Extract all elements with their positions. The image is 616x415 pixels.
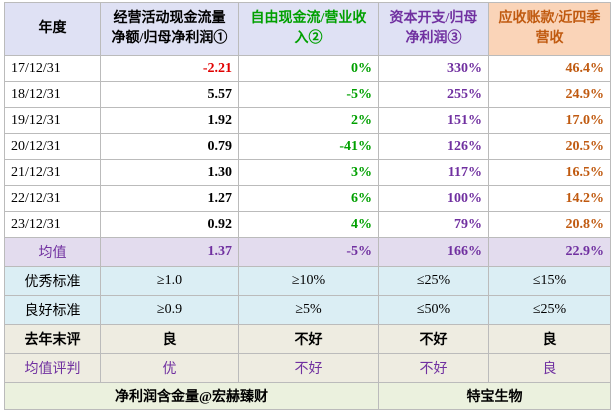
table-cell: 去年末评 bbox=[4, 324, 101, 354]
table-cell: 年度 bbox=[4, 2, 101, 56]
table-cell: 17.0% bbox=[488, 107, 611, 134]
table-cell: ≤15% bbox=[488, 266, 611, 296]
table-cell: 3% bbox=[238, 159, 379, 186]
table-row: 优秀标准 ≥1.0 ≥10% ≤25% ≤15% bbox=[4, 266, 611, 296]
table-cell: 不好 bbox=[378, 324, 489, 354]
table-cell: 良 bbox=[488, 353, 611, 383]
table-cell: 1.27 bbox=[100, 185, 239, 212]
table-cell: 0.79 bbox=[100, 133, 239, 160]
table-cell: 20.5% bbox=[488, 133, 611, 160]
table-cell: 21/12/31 bbox=[4, 159, 101, 186]
table-cell: 19/12/31 bbox=[4, 107, 101, 134]
table-cell: 资本开支/归母净利润③ bbox=[378, 2, 489, 56]
table-cell: 330% bbox=[378, 55, 489, 82]
table-cell: ≥5% bbox=[238, 295, 379, 325]
table-cell: 16.5% bbox=[488, 159, 611, 186]
table-row: 21/12/31 1.30 3% 117% 16.5% bbox=[4, 159, 611, 186]
table-cell: 特宝生物 bbox=[378, 382, 611, 410]
table-cell: 优 bbox=[100, 353, 239, 383]
table-cell: ≥0.9 bbox=[100, 295, 239, 325]
table-cell: 255% bbox=[378, 81, 489, 108]
table-cell: 均值 bbox=[4, 237, 101, 267]
table-cell: 经营活动现金流量净额/归母净利润① bbox=[100, 2, 239, 56]
table-cell: ≤25% bbox=[378, 266, 489, 296]
table-cell: 良 bbox=[100, 324, 239, 354]
table-cell: 2% bbox=[238, 107, 379, 134]
table-cell: 151% bbox=[378, 107, 489, 134]
table-cell: 24.9% bbox=[488, 81, 611, 108]
table-cell: 应收账款/近四季营收 bbox=[488, 2, 611, 56]
table-cell: 14.2% bbox=[488, 185, 611, 212]
table-cell: 22.9% bbox=[488, 237, 611, 267]
table-cell: -5% bbox=[238, 81, 379, 108]
table-cell: 均值评判 bbox=[4, 353, 101, 383]
table-row: 净利润含金量@宏赫臻财 特宝生物 bbox=[4, 382, 611, 410]
table-cell: 1.92 bbox=[100, 107, 239, 134]
table-cell: -5% bbox=[238, 237, 379, 267]
table-cell: 净利润含金量@宏赫臻财 bbox=[4, 382, 379, 410]
table-cell: 20/12/31 bbox=[4, 133, 101, 160]
table-cell: 不好 bbox=[238, 353, 379, 383]
table-cell: 166% bbox=[378, 237, 489, 267]
table-cell: ≤50% bbox=[378, 295, 489, 325]
table-cell: 5.57 bbox=[100, 81, 239, 108]
table-cell: 6% bbox=[238, 185, 379, 212]
table-cell: 4% bbox=[238, 211, 379, 238]
table-cell: -2.21 bbox=[100, 55, 239, 82]
table-row: 去年末评良不好 不好良 bbox=[4, 324, 611, 354]
table-cell: 126% bbox=[378, 133, 489, 160]
table-row: 17/12/31 -2.21 0% 330% 46.4% bbox=[4, 55, 611, 82]
table-cell: 46.4% bbox=[488, 55, 611, 82]
table-row: 均值 1.37 -5% 166% 22.9% bbox=[4, 237, 611, 267]
table-row: 19/12/31 1.92 2% 151% 17.0% bbox=[4, 107, 611, 134]
table-row: 均值评判优不好 不好良 bbox=[4, 353, 611, 383]
metrics-table: 年度 经营活动现金流量净额/归母净利润① 自由现金流/营业收入② 资本开支/归母净利润… bbox=[4, 2, 611, 410]
table-cell: 良 bbox=[488, 324, 611, 354]
table-cell: 良好标准 bbox=[4, 295, 101, 325]
table-cell: 117% bbox=[378, 159, 489, 186]
table-cell: 不好 bbox=[238, 324, 379, 354]
table-cell: ≥10% bbox=[238, 266, 379, 296]
table-cell: ≥1.0 bbox=[100, 266, 239, 296]
table-cell: 自由现金流/营业收入② bbox=[238, 2, 379, 56]
table-row: 良好标准 ≥0.9 ≥5% ≤50% ≤25% bbox=[4, 295, 611, 325]
table-cell: 100% bbox=[378, 185, 489, 212]
table-cell: 17/12/31 bbox=[4, 55, 101, 82]
table-row: 23/12/31 0.92 4% 79% 20.8% bbox=[4, 211, 611, 238]
table-cell: 79% bbox=[378, 211, 489, 238]
table-cell: 22/12/31 bbox=[4, 185, 101, 212]
table-cell: ≤25% bbox=[488, 295, 611, 325]
table-row: 18/12/31 5.57 -5% 255% 24.9% bbox=[4, 81, 611, 108]
table-cell: 18/12/31 bbox=[4, 81, 101, 108]
table-cell: 20.8% bbox=[488, 211, 611, 238]
table-cell: 23/12/31 bbox=[4, 211, 101, 238]
table-cell: 1.30 bbox=[100, 159, 239, 186]
table-row: 年度 经营活动现金流量净额/归母净利润① 自由现金流/营业收入② 资本开支/归母净利润… bbox=[4, 2, 611, 56]
table-row: 20/12/31 0.79 -41% 126% 20.5% bbox=[4, 133, 611, 160]
table-cell: 不好 bbox=[378, 353, 489, 383]
table-cell: 优秀标准 bbox=[4, 266, 101, 296]
table-cell: -41% bbox=[238, 133, 379, 160]
table-cell: 0% bbox=[238, 55, 379, 82]
table-cell: 1.37 bbox=[100, 237, 239, 267]
table-cell: 0.92 bbox=[100, 211, 239, 238]
table-row: 22/12/31 1.27 6% 100% 14.2% bbox=[4, 185, 611, 212]
